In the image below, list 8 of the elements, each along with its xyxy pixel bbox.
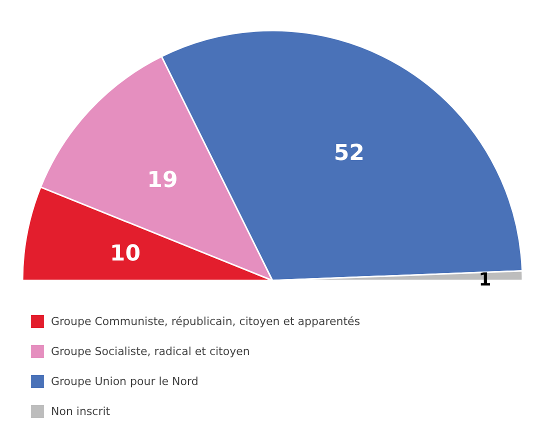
data-label: 1 — [478, 270, 492, 290]
data-label: 19 — [147, 168, 178, 194]
legend-label: Groupe Socialiste, radical et citoyen — [51, 344, 250, 358]
data-label: 52 — [334, 141, 364, 166]
legend-label: Groupe Communiste, républicain, citoyen et apparentés — [51, 314, 360, 328]
legend-label: Groupe Union pour le Nord — [51, 374, 198, 388]
legend-label: Non inscrit — [51, 404, 110, 418]
data-label: 10 — [110, 241, 141, 266]
